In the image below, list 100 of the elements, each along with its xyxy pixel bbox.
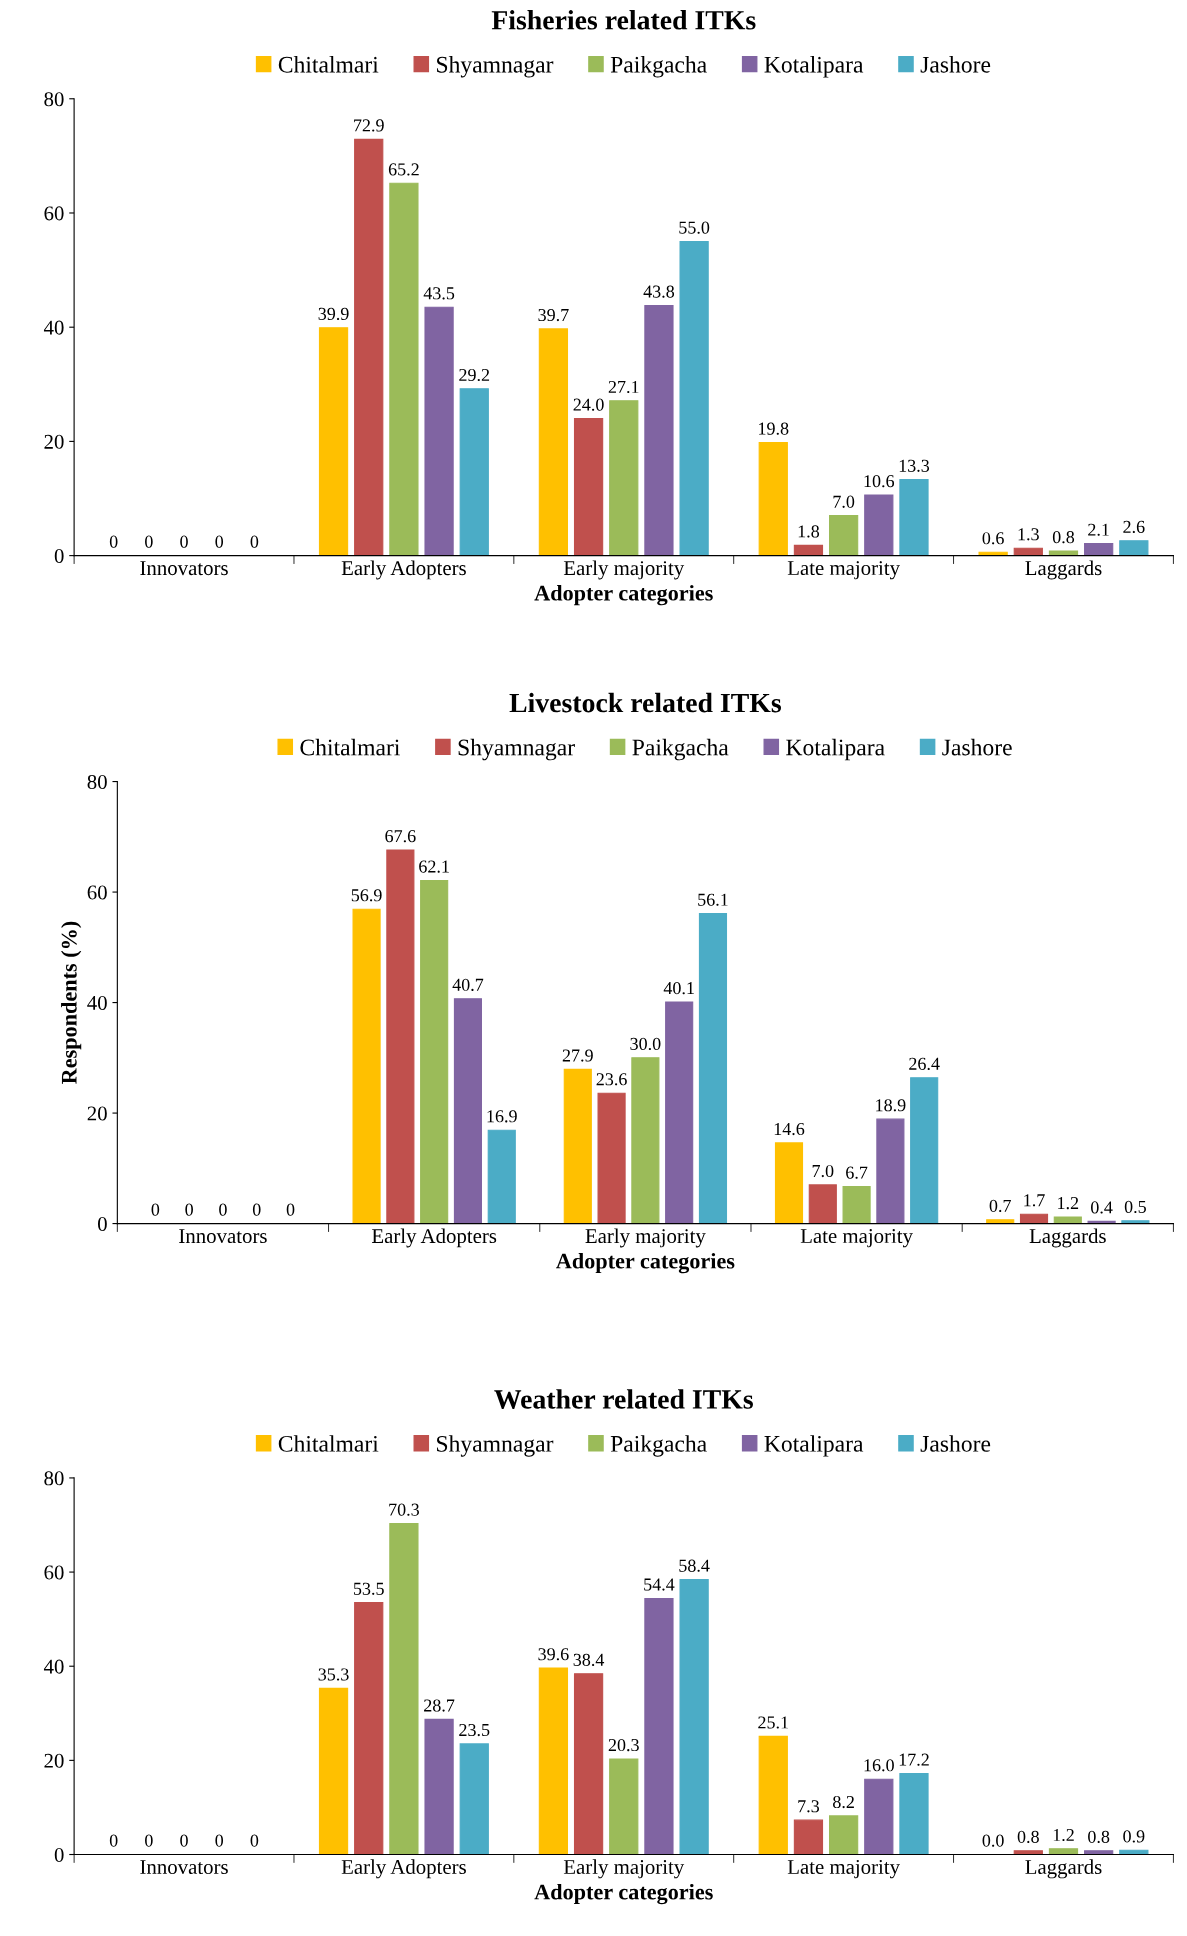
legend-label: Chitalmari bbox=[278, 56, 379, 73]
x-tick-label: Early Adopters bbox=[341, 1859, 466, 1879]
data-label: 16.0 bbox=[864, 1759, 894, 1772]
x-tick-label: Late majority bbox=[787, 1859, 900, 1879]
data-label: 0.0 bbox=[982, 1834, 1004, 1847]
data-label: 40.1 bbox=[663, 982, 694, 995]
data-label: 58.4 bbox=[679, 1559, 710, 1572]
bar bbox=[864, 1778, 894, 1855]
data-label: 8.2 bbox=[833, 1795, 854, 1809]
bar bbox=[538, 328, 569, 556]
data-label: 2.6 bbox=[1123, 520, 1145, 534]
data-label: 27.9 bbox=[562, 1049, 593, 1062]
data-label: 25.1 bbox=[758, 1716, 788, 1729]
data-label: 0 bbox=[109, 535, 118, 548]
bar bbox=[1019, 1213, 1049, 1224]
bar bbox=[1048, 550, 1079, 556]
data-label: 0 bbox=[215, 1834, 224, 1847]
data-label: 2.1 bbox=[1088, 523, 1109, 536]
x-tick-label: Innovators bbox=[140, 561, 228, 576]
bar bbox=[899, 1772, 929, 1855]
data-label: 65.2 bbox=[388, 163, 419, 176]
bar bbox=[459, 1743, 489, 1855]
data-label: 0 bbox=[250, 535, 259, 548]
data-label: 1.2 bbox=[1058, 1196, 1079, 1210]
data-label: 18.9 bbox=[876, 1099, 906, 1112]
data-label: 0 bbox=[215, 535, 224, 548]
data-label: 19.8 bbox=[759, 422, 789, 435]
bar bbox=[573, 418, 604, 556]
bar bbox=[1119, 540, 1149, 556]
bar bbox=[352, 908, 381, 1224]
data-label: 53.5 bbox=[353, 1582, 384, 1595]
data-label: 23.6 bbox=[596, 1073, 627, 1086]
bar bbox=[420, 879, 449, 1224]
data-label: 35.3 bbox=[318, 1668, 349, 1681]
chart-title: Weather related ITKs bbox=[494, 1389, 753, 1409]
data-label: 0 bbox=[250, 1834, 259, 1847]
bar bbox=[793, 544, 824, 556]
bar bbox=[453, 998, 483, 1224]
bar bbox=[808, 1184, 837, 1224]
data-label: 0.8 bbox=[1017, 1830, 1039, 1843]
bar bbox=[910, 1077, 939, 1224]
data-label: 0 bbox=[252, 1203, 261, 1216]
data-label: 0.7 bbox=[989, 1199, 1011, 1212]
data-label: 1.7 bbox=[1024, 1194, 1045, 1207]
bar bbox=[424, 1718, 454, 1855]
bar bbox=[679, 1579, 709, 1855]
data-label: 0 bbox=[219, 1203, 227, 1216]
data-label: 0 bbox=[180, 1834, 188, 1847]
legend-label: Kotalipara bbox=[764, 56, 864, 78]
bar bbox=[1121, 1220, 1150, 1224]
x-tick-label: Late majority bbox=[787, 561, 900, 580]
y-tick-label: 0 bbox=[54, 1847, 64, 1862]
bar bbox=[679, 240, 709, 556]
data-label: 43.8 bbox=[643, 285, 675, 298]
data-label: 56.1 bbox=[698, 893, 728, 906]
bar bbox=[1048, 1848, 1079, 1855]
data-label: 0 bbox=[286, 1203, 295, 1216]
bar bbox=[842, 1186, 871, 1224]
bar bbox=[318, 1687, 349, 1855]
legend-label: Jashore bbox=[942, 738, 1012, 756]
x-axis-title: Adopter categories bbox=[534, 584, 713, 606]
y-tick-label: 60 bbox=[44, 1565, 64, 1580]
data-label: 17.2 bbox=[899, 1753, 929, 1766]
data-label: 55.0 bbox=[679, 221, 710, 234]
bar bbox=[424, 306, 454, 556]
data-label: 43.5 bbox=[423, 287, 455, 300]
bar bbox=[758, 1735, 788, 1855]
x-tick-label: Early majority bbox=[563, 560, 685, 580]
bar bbox=[876, 1118, 905, 1224]
bar bbox=[538, 1667, 569, 1855]
data-label: 7.0 bbox=[833, 495, 855, 508]
bar bbox=[354, 1602, 384, 1855]
legend-label: Paikgacha bbox=[610, 56, 707, 78]
y-tick-label: 80 bbox=[44, 92, 64, 107]
bar bbox=[665, 1001, 694, 1224]
data-label: 16.9 bbox=[487, 1110, 517, 1123]
data-label: 27.1 bbox=[608, 380, 639, 394]
data-label: 1.8 bbox=[798, 525, 820, 538]
y-axis-title: Respondents (%) bbox=[61, 921, 82, 1084]
bar bbox=[597, 1092, 626, 1224]
x-tick-label: Early Adopters bbox=[371, 1228, 497, 1248]
data-label: 26.4 bbox=[909, 1057, 940, 1070]
x-tick-label: Innovators bbox=[179, 1229, 267, 1244]
legend-label: Paikgacha bbox=[610, 1435, 707, 1457]
data-label: 0 bbox=[180, 535, 188, 548]
bar bbox=[644, 1597, 674, 1855]
y-tick-label: 60 bbox=[87, 885, 107, 900]
legend-label: Paikgacha bbox=[632, 738, 729, 761]
y-tick-label: 80 bbox=[87, 774, 107, 789]
data-label: 0.4 bbox=[1091, 1201, 1113, 1214]
bar bbox=[1084, 543, 1114, 556]
bar bbox=[828, 1815, 859, 1855]
y-tick-label: 80 bbox=[44, 1471, 64, 1486]
data-label: 38.4 bbox=[573, 1653, 605, 1666]
bar bbox=[563, 1068, 592, 1224]
chart-title: Fisheries related ITKs bbox=[491, 10, 756, 30]
data-label: 30.0 bbox=[630, 1037, 661, 1051]
x-tick-label: Laggards bbox=[1025, 560, 1102, 580]
x-tick-label: Laggards bbox=[1025, 1859, 1102, 1879]
x-axis-title: Adopter categories bbox=[534, 1883, 713, 1905]
